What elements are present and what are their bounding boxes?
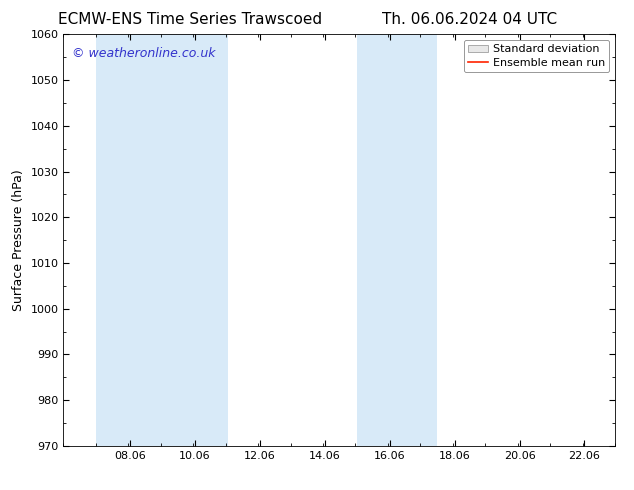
Text: © weatheronline.co.uk: © weatheronline.co.uk [72,47,215,60]
Y-axis label: Surface Pressure (hPa): Surface Pressure (hPa) [12,169,25,311]
Text: Th. 06.06.2024 04 UTC: Th. 06.06.2024 04 UTC [382,12,557,27]
Bar [96,34,163,446]
Bar [390,34,437,446]
Legend: Standard deviation, Ensemble mean run: Standard deviation, Ensemble mean run [464,40,609,72]
Text: ECMW-ENS Time Series Trawscoed: ECMW-ENS Time Series Trawscoed [58,12,322,27]
Bar [358,34,390,446]
Bar [163,34,228,446]
